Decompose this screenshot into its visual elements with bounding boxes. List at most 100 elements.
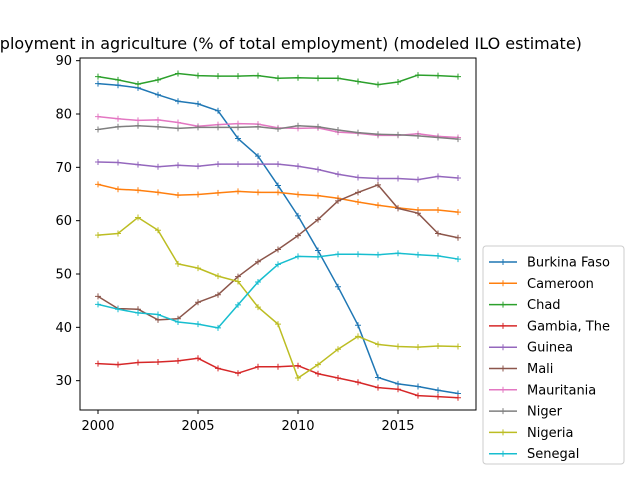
legend-label: Cameroon	[527, 277, 594, 292]
legend-marker	[500, 344, 506, 351]
data-point	[255, 363, 261, 370]
data-point	[195, 163, 201, 170]
y-tick-label: 30	[55, 374, 72, 389]
data-point	[455, 136, 461, 143]
data-point	[435, 173, 441, 180]
data-point	[155, 227, 161, 234]
plot-series	[95, 70, 461, 401]
series-2	[95, 70, 461, 88]
data-point	[295, 375, 301, 381]
data-point	[355, 251, 361, 258]
data-point	[415, 383, 421, 390]
series-5	[95, 181, 461, 323]
data-point	[395, 131, 401, 138]
data-point	[395, 386, 401, 393]
data-point	[335, 346, 341, 353]
data-point	[155, 163, 161, 170]
data-point	[455, 343, 461, 350]
data-point	[215, 365, 221, 372]
data-point	[355, 322, 361, 329]
data-point	[155, 359, 161, 365]
data-point	[135, 81, 141, 88]
data-point	[415, 251, 421, 258]
data-point	[335, 127, 341, 133]
data-point	[295, 74, 301, 81]
data-point	[375, 251, 381, 258]
data-point	[375, 374, 381, 381]
y-tick-label: 40	[55, 321, 72, 336]
y-tick-label: 80	[55, 108, 72, 123]
data-point	[335, 251, 341, 258]
legend-label: Nigeria	[527, 426, 574, 441]
data-point	[335, 197, 341, 204]
data-point	[95, 181, 101, 188]
data-point	[455, 73, 461, 80]
series-9	[95, 250, 461, 331]
legend-label: Mauritania	[527, 383, 596, 398]
data-point	[415, 392, 421, 399]
data-point	[315, 370, 321, 377]
data-point	[235, 124, 241, 131]
data-point	[135, 122, 141, 129]
data-point	[95, 80, 101, 87]
data-point	[115, 306, 121, 313]
data-point	[195, 191, 201, 198]
data-point	[435, 393, 441, 400]
data-point	[275, 182, 281, 189]
data-point	[215, 189, 221, 196]
legend-label: Gambia, The	[527, 319, 610, 334]
data-point	[135, 117, 141, 124]
data-point	[215, 124, 221, 131]
data-point	[255, 304, 261, 311]
legend-marker	[500, 450, 506, 457]
data-point	[435, 72, 441, 79]
series-7	[95, 122, 461, 143]
data-point	[415, 210, 421, 217]
data-point	[195, 72, 201, 79]
legend-label: Guinea	[527, 341, 573, 356]
data-point	[115, 186, 121, 193]
data-point	[435, 230, 441, 237]
data-point	[275, 75, 281, 82]
data-point	[175, 98, 181, 105]
x-tick-label: 2015	[381, 419, 414, 434]
data-point	[135, 359, 141, 366]
data-point	[335, 375, 341, 381]
data-point	[115, 361, 121, 368]
data-point	[195, 321, 201, 328]
legend-item: Burkina Faso	[489, 256, 610, 271]
legend-label: Senegal	[527, 447, 579, 462]
data-point	[435, 207, 441, 213]
data-point	[355, 199, 361, 205]
data-point	[235, 73, 241, 80]
data-point	[395, 205, 401, 212]
data-point	[435, 252, 441, 259]
data-point	[155, 316, 161, 323]
data-point	[195, 265, 201, 272]
data-point	[395, 343, 401, 350]
data-point	[275, 161, 281, 168]
data-point	[235, 188, 241, 195]
legend-label: Chad	[527, 298, 561, 313]
y-tick-label: 50	[55, 268, 72, 283]
data-point	[95, 113, 101, 120]
data-point	[255, 189, 261, 196]
data-point	[215, 107, 221, 114]
data-point	[235, 278, 241, 285]
y-tick-label: 90	[55, 54, 72, 69]
data-point	[135, 161, 141, 168]
x-tick-label: 2010	[281, 419, 314, 434]
data-point	[175, 162, 181, 169]
data-point	[175, 125, 181, 132]
legend-marker	[500, 386, 506, 393]
data-point	[175, 357, 181, 364]
data-point	[395, 380, 401, 387]
data-point	[295, 163, 301, 170]
x-tick-label: 2005	[181, 419, 214, 434]
data-point	[95, 232, 101, 239]
data-point	[95, 360, 101, 367]
data-point	[335, 283, 341, 290]
data-point	[295, 232, 301, 239]
legend-item: Chad	[489, 298, 561, 313]
data-point	[155, 123, 161, 130]
